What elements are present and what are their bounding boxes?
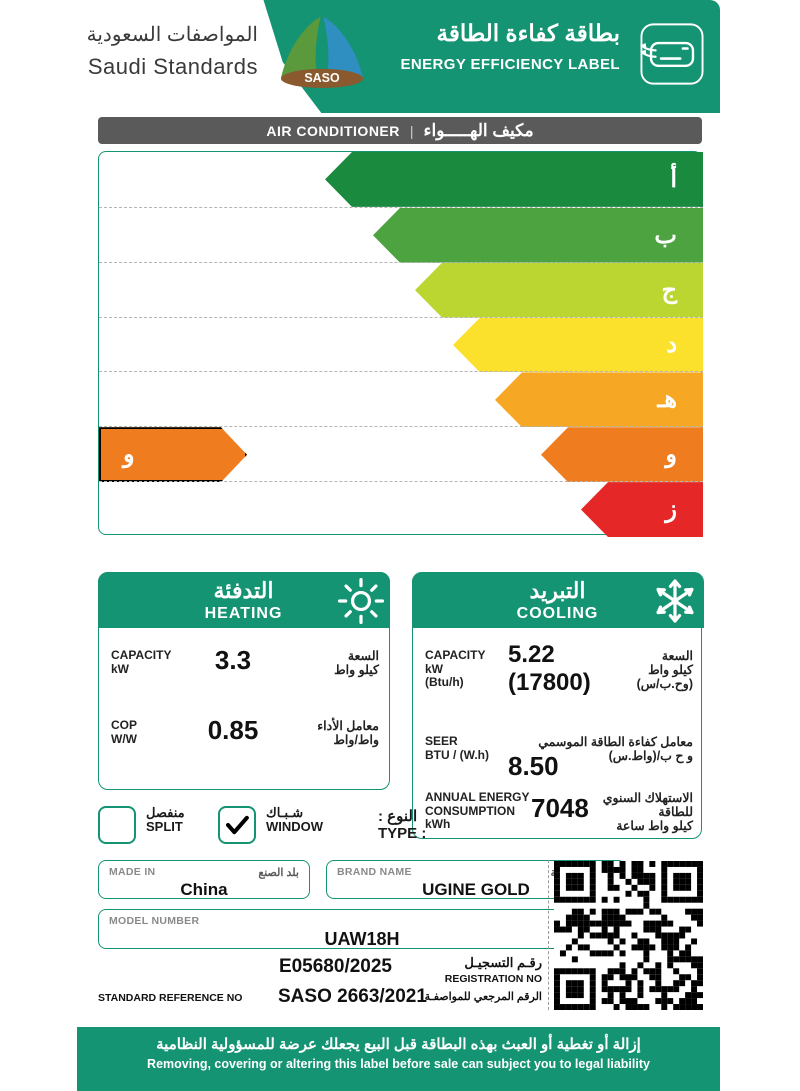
svg-text:SASO: SASO <box>304 71 340 85</box>
